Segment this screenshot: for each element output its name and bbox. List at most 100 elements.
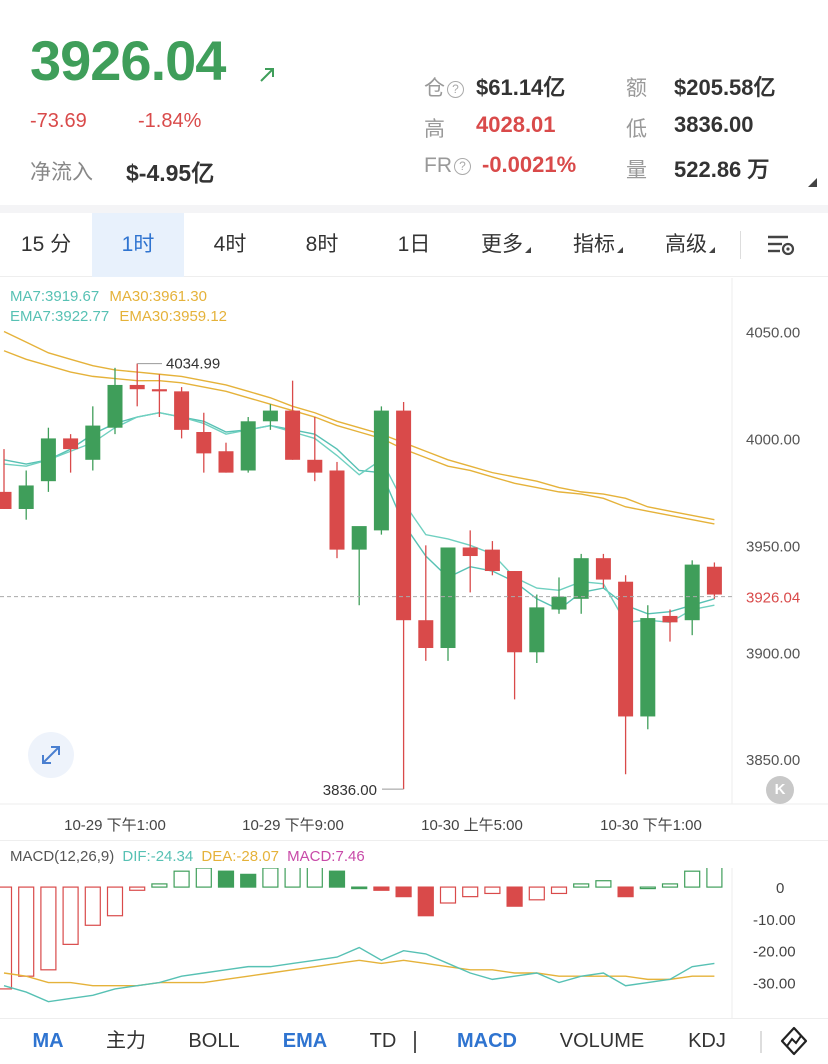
macd-plot: 0 -10.00 -20.00 -30.00 (0, 868, 796, 1018)
tab-1h[interactable]: 1时 (92, 213, 184, 277)
help-icon[interactable]: ? (454, 158, 471, 175)
macd-dif: DIF:-24.34 (122, 848, 194, 865)
indicator-macd[interactable]: MACD (457, 1030, 517, 1052)
candle-body (373, 410, 389, 531)
expand-stats-icon[interactable] (808, 178, 817, 187)
tab-4h[interactable]: 4时 (213, 233, 247, 256)
tab-15m[interactable]: 15 分 (20, 233, 72, 256)
funding-rate-label[interactable]: FR? (424, 154, 471, 178)
amount-label: 额 (626, 77, 647, 100)
macd-histogram-bar (706, 868, 723, 888)
dif-line (3, 946, 715, 1003)
candle-body (285, 410, 301, 460)
indicator-kdj[interactable]: KDJ (688, 1030, 726, 1052)
candle-body (595, 558, 611, 580)
ticker-header: 3926.04 -73.69 -1.84% 净流入 $-4.95亿 仓? $61… (0, 0, 828, 205)
macd-tick-label: -30.00 (753, 976, 796, 993)
arrow-up-right-icon (260, 68, 274, 82)
ema30-line (3, 350, 715, 525)
indicator-boll[interactable]: BOLL (188, 1030, 240, 1052)
macd-histogram-bar (306, 868, 323, 888)
time-tick-label: 10-29 下午1:00 (64, 817, 166, 834)
macd-histogram-bar (328, 870, 346, 888)
time-tick-label: 10-30 上午5:00 (421, 817, 523, 834)
chart-settings-icon[interactable] (766, 232, 796, 258)
indicator-ma[interactable]: MA (32, 1030, 64, 1052)
candle-body (151, 389, 167, 392)
macd-histogram-bar (106, 886, 124, 917)
price-change: -73.69 (30, 110, 87, 132)
macd-histogram-bar (462, 886, 479, 898)
tab-8h[interactable]: 8时 (305, 233, 339, 256)
candle-body (174, 391, 190, 430)
tab-1d[interactable]: 1日 (397, 233, 431, 256)
macd-histogram-bar (639, 886, 656, 890)
expand-icon (42, 746, 60, 764)
macd-legend: MACD(12,26,9) DIF:-24.34 DEA:-28.07 MACD… (10, 848, 365, 865)
candle-body (40, 438, 56, 482)
macd-tick-label: 0 (776, 880, 784, 897)
high-label: 高 (424, 118, 445, 141)
candle-body (196, 431, 212, 454)
candle-body (63, 438, 79, 450)
candle-body (529, 607, 545, 653)
macd-histogram-bar (661, 883, 679, 888)
high-annotation: 4034.99 (166, 356, 220, 373)
price-tick-label: 3950.00 (746, 538, 800, 555)
macd-panel[interactable]: 0 -10.00 -20.00 -30.00 (0, 868, 828, 1018)
macd-histogram-bar (595, 880, 612, 888)
ma7-label: MA7:3919.67 (10, 288, 100, 305)
candle-body (0, 491, 12, 509)
candle-body (462, 547, 478, 557)
ema30-label: EMA30:3959.12 (119, 308, 227, 325)
candle-body (662, 615, 678, 623)
price-plot[interactable]: 4050.00 4000.00 3950.00 3900.00 3850.00 10-29… (0, 278, 828, 840)
tab-more[interactable]: 更多 (460, 213, 552, 277)
candle-body (307, 459, 323, 473)
indicator-main-force[interactable]: 主力 (106, 1030, 146, 1052)
macd-histogram-bar (18, 886, 35, 977)
back-to-latest-button[interactable]: K (766, 776, 794, 804)
candle-body (684, 564, 700, 621)
tab-indicators[interactable]: 指标 (552, 213, 644, 277)
ema7-label: EMA7:3922.77 (10, 308, 110, 325)
draw-tools-icon[interactable] (778, 1025, 810, 1057)
price-tick-label: 4000.00 (746, 431, 800, 448)
dea-line (3, 959, 715, 987)
candle-body (107, 384, 123, 428)
open-interest-label[interactable]: 仓? (424, 72, 464, 102)
macd-histogram-bar (528, 886, 545, 901)
tab-advanced[interactable]: 高级 (644, 213, 736, 277)
macd-histogram-bar (617, 886, 634, 898)
dropdown-triangle-icon (617, 247, 623, 253)
candle-body (262, 410, 278, 422)
candle-body (85, 425, 101, 460)
macd-histogram-bar (0, 886, 13, 990)
macd-histogram-bar (395, 886, 412, 898)
tab-divider (740, 231, 741, 259)
candle-body (418, 620, 434, 649)
candle-body (507, 571, 523, 653)
candle-body (618, 581, 634, 717)
candlestick-chart[interactable]: MA7:3919.67 MA30:3961.30 EMA7:3922.77 EM… (0, 278, 828, 840)
help-icon[interactable]: ? (447, 81, 464, 98)
ma30-line (3, 330, 715, 521)
fullscreen-button[interactable] (28, 732, 74, 778)
last-price: 3926.04 (30, 29, 226, 92)
macd-histogram-bar (684, 870, 701, 888)
volume-label: 量 (626, 159, 647, 182)
net-flow-value: $-4.95亿 (126, 160, 215, 186)
dropdown-triangle-icon (525, 247, 531, 253)
volume-value: 522.86 万 (674, 157, 770, 182)
macd-histogram-bar (195, 868, 212, 888)
candle-body (440, 547, 456, 649)
indicator-ema[interactable]: EMA (282, 1030, 328, 1052)
indicator-volume[interactable]: VOLUME (559, 1030, 645, 1052)
candle-body (706, 566, 722, 595)
candle-body (218, 451, 234, 473)
candle-body (329, 470, 345, 550)
candle-body (573, 558, 589, 599)
open-interest-value: $61.14亿 (476, 75, 566, 100)
indicator-td[interactable]: TD (369, 1030, 397, 1052)
indicator-bar: MA 主力 BOLL EMA TD MACD VOLUME KDJ (0, 1018, 828, 1064)
